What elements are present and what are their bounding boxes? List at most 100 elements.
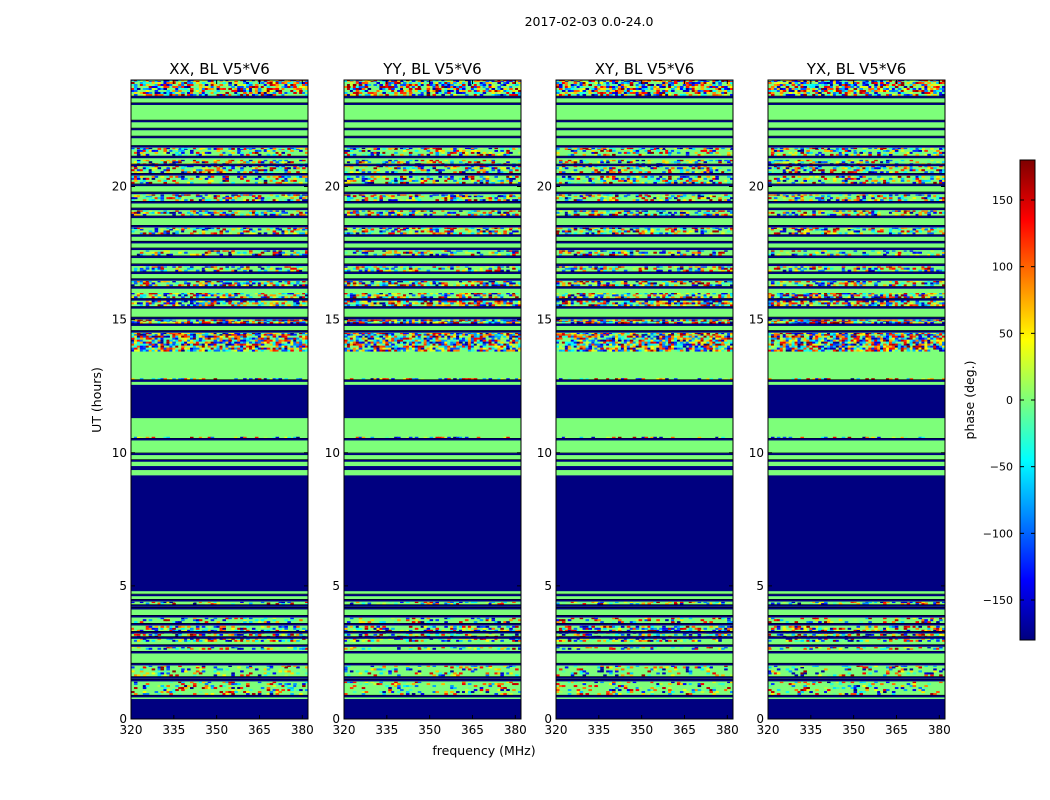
heatmap-cell [228, 284, 232, 287]
heatmap-cell [133, 213, 138, 216]
heatmap-cell [210, 171, 215, 174]
heatmap-cell [249, 284, 253, 287]
heatmap-cell [370, 333, 375, 336]
heatmap-cell [219, 633, 224, 636]
heatmap-cell [479, 689, 484, 692]
heatmap-cell [388, 319, 392, 321]
heatmap-cell [414, 321, 419, 324]
heatmap-cell [305, 89, 308, 92]
heatmap-cell [207, 179, 212, 182]
heatmap-cell [225, 151, 229, 154]
heatmap-cell [148, 302, 153, 305]
heatmap-cell [509, 681, 513, 684]
heatmap-cell [228, 621, 232, 624]
heatmap-cell [201, 647, 206, 650]
heatmap-cell [210, 341, 215, 344]
heatmap-cell [509, 333, 513, 336]
heatmap-cell [225, 691, 229, 694]
heatmap-cell [275, 284, 280, 287]
heatmap-cell [204, 85, 209, 88]
heatmap-cell [470, 284, 475, 287]
heatmap-cell [429, 341, 434, 344]
heatmap-cell [187, 347, 191, 350]
heatmap-cell [201, 304, 206, 307]
heatmap-cell [266, 341, 271, 344]
heatmap-cell [269, 332, 274, 335]
heatmap-cell [231, 627, 235, 630]
heatmap-cell [426, 665, 431, 667]
heatmap-cell [187, 647, 191, 649]
heatmap-cell [160, 80, 165, 82]
heatmap-cell [400, 341, 404, 344]
heatmap-cell [231, 691, 235, 694]
heatmap-cell [157, 210, 162, 212]
heatmap-cell [272, 337, 277, 340]
heatmap-cell [467, 668, 472, 671]
heatmap-cell [178, 302, 182, 305]
heatmap-cell [160, 266, 165, 268]
heatmap-cell [257, 321, 262, 324]
heatmap-cell [172, 349, 176, 352]
heatmap-cell [184, 83, 188, 86]
heatmap-cell [210, 601, 215, 604]
heatmap-cell [503, 345, 507, 348]
heatmap-cell [388, 687, 392, 690]
heatmap-cell [296, 251, 300, 254]
heatmap-cell [287, 670, 291, 673]
heatmap-cell [278, 341, 283, 344]
heatmap-cell [302, 341, 306, 344]
heatmap-cell [397, 674, 401, 677]
heatmap-cell [228, 228, 232, 231]
heatmap-cell [405, 683, 410, 686]
heatmap-cell [293, 232, 297, 235]
heatmap-cell [187, 93, 191, 96]
heatmap-cell [405, 601, 410, 604]
heatmap-cell [243, 282, 247, 285]
heatmap-cell [299, 227, 303, 229]
heatmap-cell [287, 199, 291, 202]
heatmap-cell [302, 627, 306, 630]
heatmap-cell [225, 639, 229, 642]
heatmap-cell [190, 81, 194, 84]
heatmap-cell [500, 349, 504, 352]
heatmap-cell [201, 89, 206, 92]
heatmap-cell [169, 81, 173, 84]
heatmap-cell [175, 80, 179, 82]
heatmap-cell [299, 269, 303, 272]
heatmap-cell [175, 345, 179, 348]
heatmap-cell [464, 633, 469, 636]
heatmap-cell [151, 87, 156, 90]
heatmap-cell [479, 347, 484, 350]
heatmap-cell [453, 319, 457, 321]
heatmap-cell [249, 337, 253, 340]
heatmap-cell [216, 81, 221, 84]
heatmap-cell [228, 670, 232, 673]
heatmap-cell [257, 633, 262, 636]
heatmap-cell [157, 378, 162, 380]
heatmap-cell [361, 300, 366, 303]
heatmap-cell [266, 602, 271, 605]
heatmap-cell [296, 627, 300, 630]
heatmap-cell [476, 300, 481, 303]
heatmap-cell [400, 343, 404, 346]
heatmap-cell [263, 436, 268, 439]
heatmap-cell [284, 91, 288, 94]
heatmap-cell [290, 213, 294, 216]
heatmap-cell [225, 179, 229, 182]
heatmap-cell [181, 147, 185, 150]
heatmap-cell [435, 321, 439, 324]
heatmap-cell [222, 345, 226, 348]
heatmap-cell [263, 199, 268, 202]
heatmap-cell [228, 169, 232, 172]
heatmap-cell [207, 89, 212, 92]
heatmap-cell [133, 347, 138, 350]
masked-row [131, 317, 308, 320]
heatmap-cell [512, 347, 516, 350]
heatmap-cell [290, 672, 294, 675]
masked-row [131, 208, 308, 211]
heatmap-cell [243, 83, 247, 86]
heatmap-cell [414, 333, 419, 336]
heatmap-cell [473, 293, 478, 295]
heatmap-cell [284, 347, 288, 350]
heatmap-cell [184, 81, 188, 84]
